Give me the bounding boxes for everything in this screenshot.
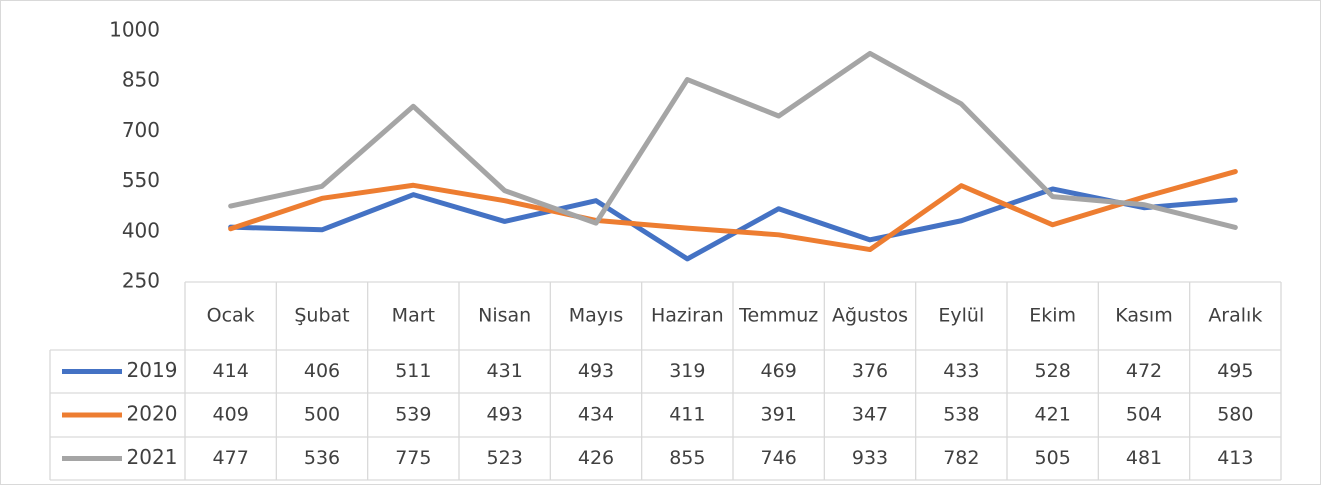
table-value: 505 [1035, 447, 1071, 469]
table-value: 406 [304, 360, 340, 382]
table-value: 391 [761, 404, 797, 426]
x-tick-label: Ağustos [832, 305, 908, 327]
table-value: 855 [669, 447, 705, 469]
table-value: 539 [395, 404, 431, 426]
x-tick-label: Temmuz [738, 305, 818, 327]
table-value: 431 [487, 360, 523, 382]
table-value: 504 [1126, 404, 1162, 426]
y-tick-label: 250 [122, 269, 160, 293]
table-value: 495 [1217, 360, 1253, 382]
table-value: 523 [487, 447, 523, 469]
x-tick-label: Aralık [1208, 305, 1262, 327]
x-tick-label: Kasım [1115, 305, 1172, 327]
table-value: 376 [852, 360, 888, 382]
y-tick-label: 550 [122, 168, 160, 192]
table-value: 933 [852, 447, 888, 469]
x-tick-label: Şubat [294, 305, 349, 327]
x-tick-label: Ocak [207, 305, 255, 327]
table-value: 414 [213, 360, 249, 382]
table-value: 775 [395, 447, 431, 469]
x-tick-label: Eylül [938, 305, 984, 327]
table-value: 421 [1035, 404, 1071, 426]
table-value: 413 [1217, 447, 1253, 469]
x-tick-label: Ekim [1029, 305, 1076, 327]
table-value: 493 [578, 360, 614, 382]
y-tick-label: 850 [122, 68, 160, 92]
table-value: 434 [578, 404, 614, 426]
table-value: 536 [304, 447, 340, 469]
table-value: 409 [213, 404, 249, 426]
table-value: 477 [213, 447, 249, 469]
y-tick-label: 1000 [109, 18, 160, 42]
table-value: 493 [487, 404, 523, 426]
table-value: 746 [761, 447, 797, 469]
legend-label: 2020 [127, 402, 178, 426]
table-value: 319 [669, 360, 705, 382]
x-tick-label: Mayıs [569, 305, 623, 327]
table-value: 500 [304, 404, 340, 426]
x-tick-label: Nisan [478, 305, 531, 327]
x-tick-label: Mart [392, 305, 435, 327]
table-value: 472 [1126, 360, 1162, 382]
x-tick-label: Haziran [651, 305, 724, 327]
table-value: 469 [761, 360, 797, 382]
table-value: 528 [1035, 360, 1071, 382]
table-value: 411 [669, 404, 705, 426]
table-value: 347 [852, 404, 888, 426]
table-value: 426 [578, 447, 614, 469]
y-tick-label: 400 [122, 218, 160, 242]
legend-label: 2019 [127, 358, 178, 382]
table-value: 580 [1217, 404, 1253, 426]
table-value: 511 [395, 360, 431, 382]
y-tick-label: 700 [122, 118, 160, 142]
table-value: 782 [943, 447, 979, 469]
table-value: 481 [1126, 447, 1162, 469]
series-line [228, 50, 1238, 230]
series-line [228, 169, 1238, 253]
table-value: 538 [943, 404, 979, 426]
table-value: 433 [943, 360, 979, 382]
legend-label: 2021 [127, 445, 178, 469]
